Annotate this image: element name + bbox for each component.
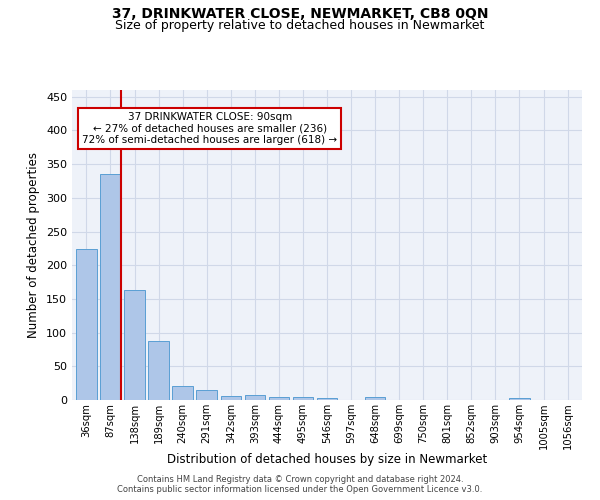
Bar [172, 386, 193, 400]
Bar [245, 396, 265, 400]
Text: Contains HM Land Registry data © Crown copyright and database right 2024.
Contai: Contains HM Land Registry data © Crown c… [118, 474, 482, 494]
Bar [317, 398, 337, 400]
Bar [100, 174, 121, 400]
Bar [148, 340, 169, 400]
Bar [76, 249, 97, 400]
Bar [365, 398, 385, 400]
Bar [196, 390, 217, 400]
Text: 37, DRINKWATER CLOSE, NEWMARKET, CB8 0QN: 37, DRINKWATER CLOSE, NEWMARKET, CB8 0QN [112, 8, 488, 22]
Bar [269, 398, 289, 400]
Bar [221, 396, 241, 400]
Text: 37 DRINKWATER CLOSE: 90sqm
← 27% of detached houses are smaller (236)
72% of sem: 37 DRINKWATER CLOSE: 90sqm ← 27% of deta… [82, 112, 337, 145]
Text: Size of property relative to detached houses in Newmarket: Size of property relative to detached ho… [115, 19, 485, 32]
Bar [124, 290, 145, 400]
Y-axis label: Number of detached properties: Number of detached properties [28, 152, 40, 338]
Bar [293, 396, 313, 400]
Bar [509, 398, 530, 400]
Text: Distribution of detached houses by size in Newmarket: Distribution of detached houses by size … [167, 452, 487, 466]
